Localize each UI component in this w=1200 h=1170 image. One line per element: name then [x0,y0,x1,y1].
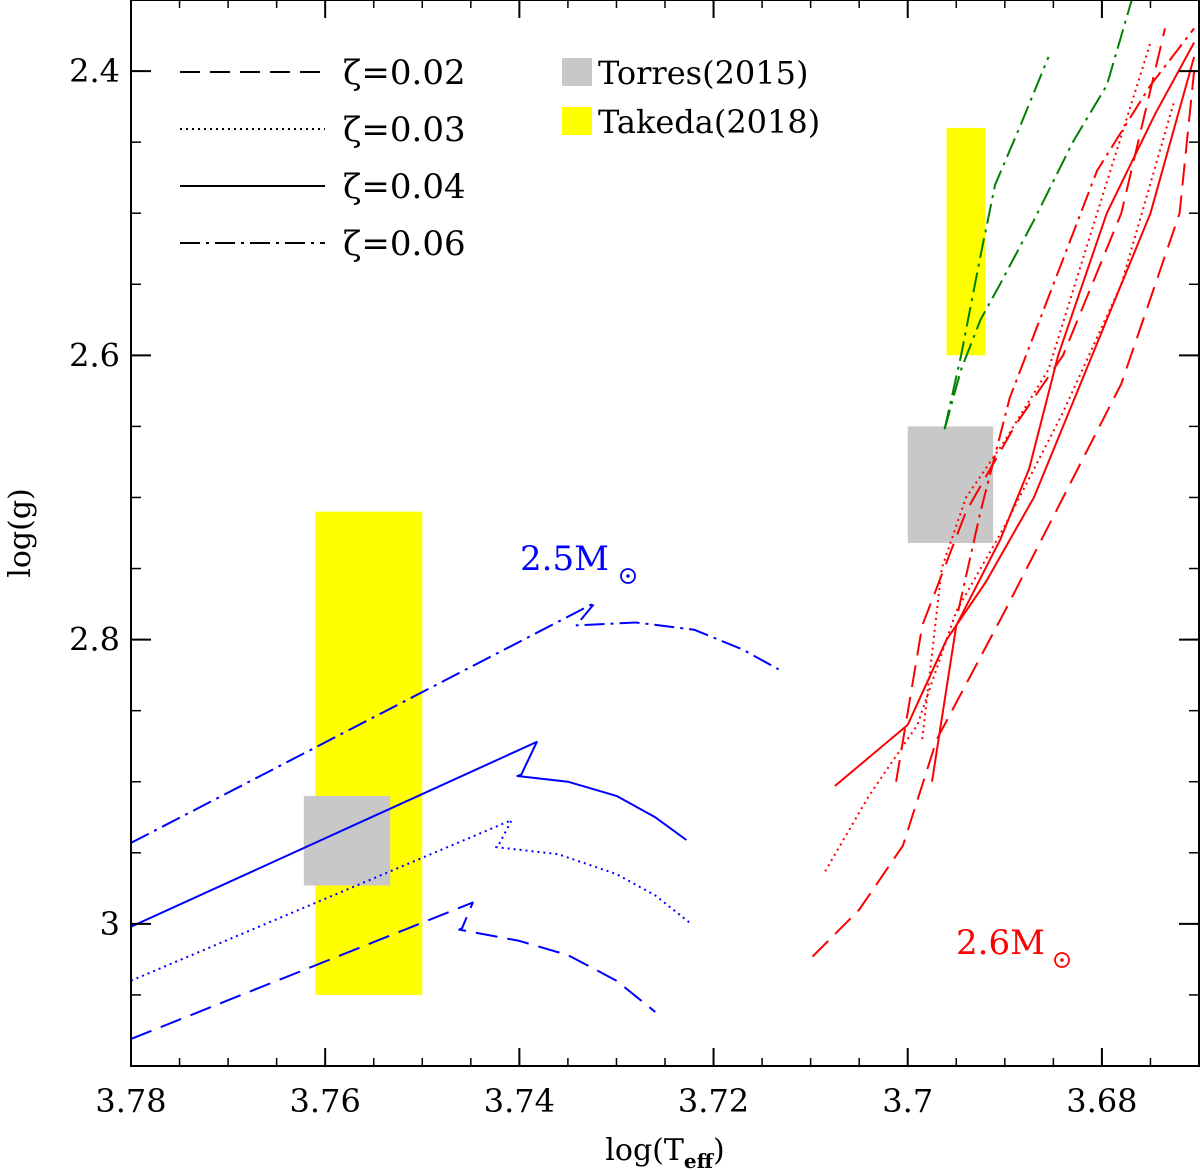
track-2.5M-zeta0.04 [131,740,687,928]
mass-label-2.5: 2.5M [520,539,609,579]
legend-label: ζ=0.02 [343,53,466,93]
x-tick-label: 3.74 [484,1082,555,1120]
y-axis-label: log(g) [3,488,38,577]
axis-labels: log(Teff) log(g) [3,488,725,1170]
axes: 3.78 3.76 3.74 3.72 3.7 3.68 2.4 2.6 2.8 3 [69,0,1200,1120]
torres-box-left [303,795,391,886]
x-axis-label: log(Teff) [605,1133,724,1170]
legend-label: ζ=0.04 [343,167,466,207]
legend-swatch-torres [562,58,592,86]
track-2.6M-zeta0.04-loop [931,42,1195,782]
x-tick-label: 3.76 [290,1082,361,1120]
mass-label-2.6: 2.6M [956,923,1045,963]
legend: ζ=0.02 ζ=0.03 ζ=0.04 ζ=0.06 Torres(2015)… [180,53,820,264]
plot-frame [130,0,1200,1067]
track-2.5M-zeta0.03 [131,819,690,982]
track-2.6M-zeta0.02-rgb [811,70,1196,958]
track-2.6M-zeta0.06-rgb [957,27,1195,612]
track-2.5M-zeta0.02 [131,901,656,1040]
x-tick-label: 3.68 [1066,1082,1137,1120]
solar-symbol-icon [1054,952,1070,968]
track-2.5M-zeta0.06 [131,601,780,844]
solar-symbol-icon [620,568,636,584]
x-axis-label-sub: eff [684,1149,715,1170]
mass-labels: 2.5M 2.6M [520,539,1070,968]
x-tick-label: 3.72 [678,1082,749,1120]
x-tick-label: 3.7 [882,1082,933,1120]
y-tick-label: 2.8 [69,621,120,659]
observation-boxes [303,127,994,995]
legend-swatch-takeda [562,107,592,135]
legend-label: ζ=0.06 [343,224,466,264]
x-axis-label-main: log(T [605,1133,684,1168]
track-2.6M-zeta0.02-loop [895,28,1166,782]
y-tick-label: 2.6 [69,336,120,374]
evolution-tracks [131,0,1196,1040]
takeda-box-left [315,511,423,995]
track-2.6M-zeta0.06-green [943,56,1050,430]
x-axis-label-close: ) [713,1133,725,1168]
track-2.6M-zeta0.03-rgb [824,99,1176,872]
track-2.6M-zeta0.04-rgb [834,56,1196,787]
y-tick-label: 3 [100,905,120,943]
torres-box-right [907,426,994,543]
track-2.6M-zeta0.06-green-branch [943,0,1133,430]
y-tick-label: 2.4 [69,52,120,90]
x-tick-label: 3.78 [95,1082,166,1120]
legend-label: ζ=0.03 [343,110,466,150]
legend-label-takeda: Takeda(2018) [598,103,820,141]
legend-label-torres: Torres(2015) [598,54,808,92]
takeda-box-right [946,127,986,356]
